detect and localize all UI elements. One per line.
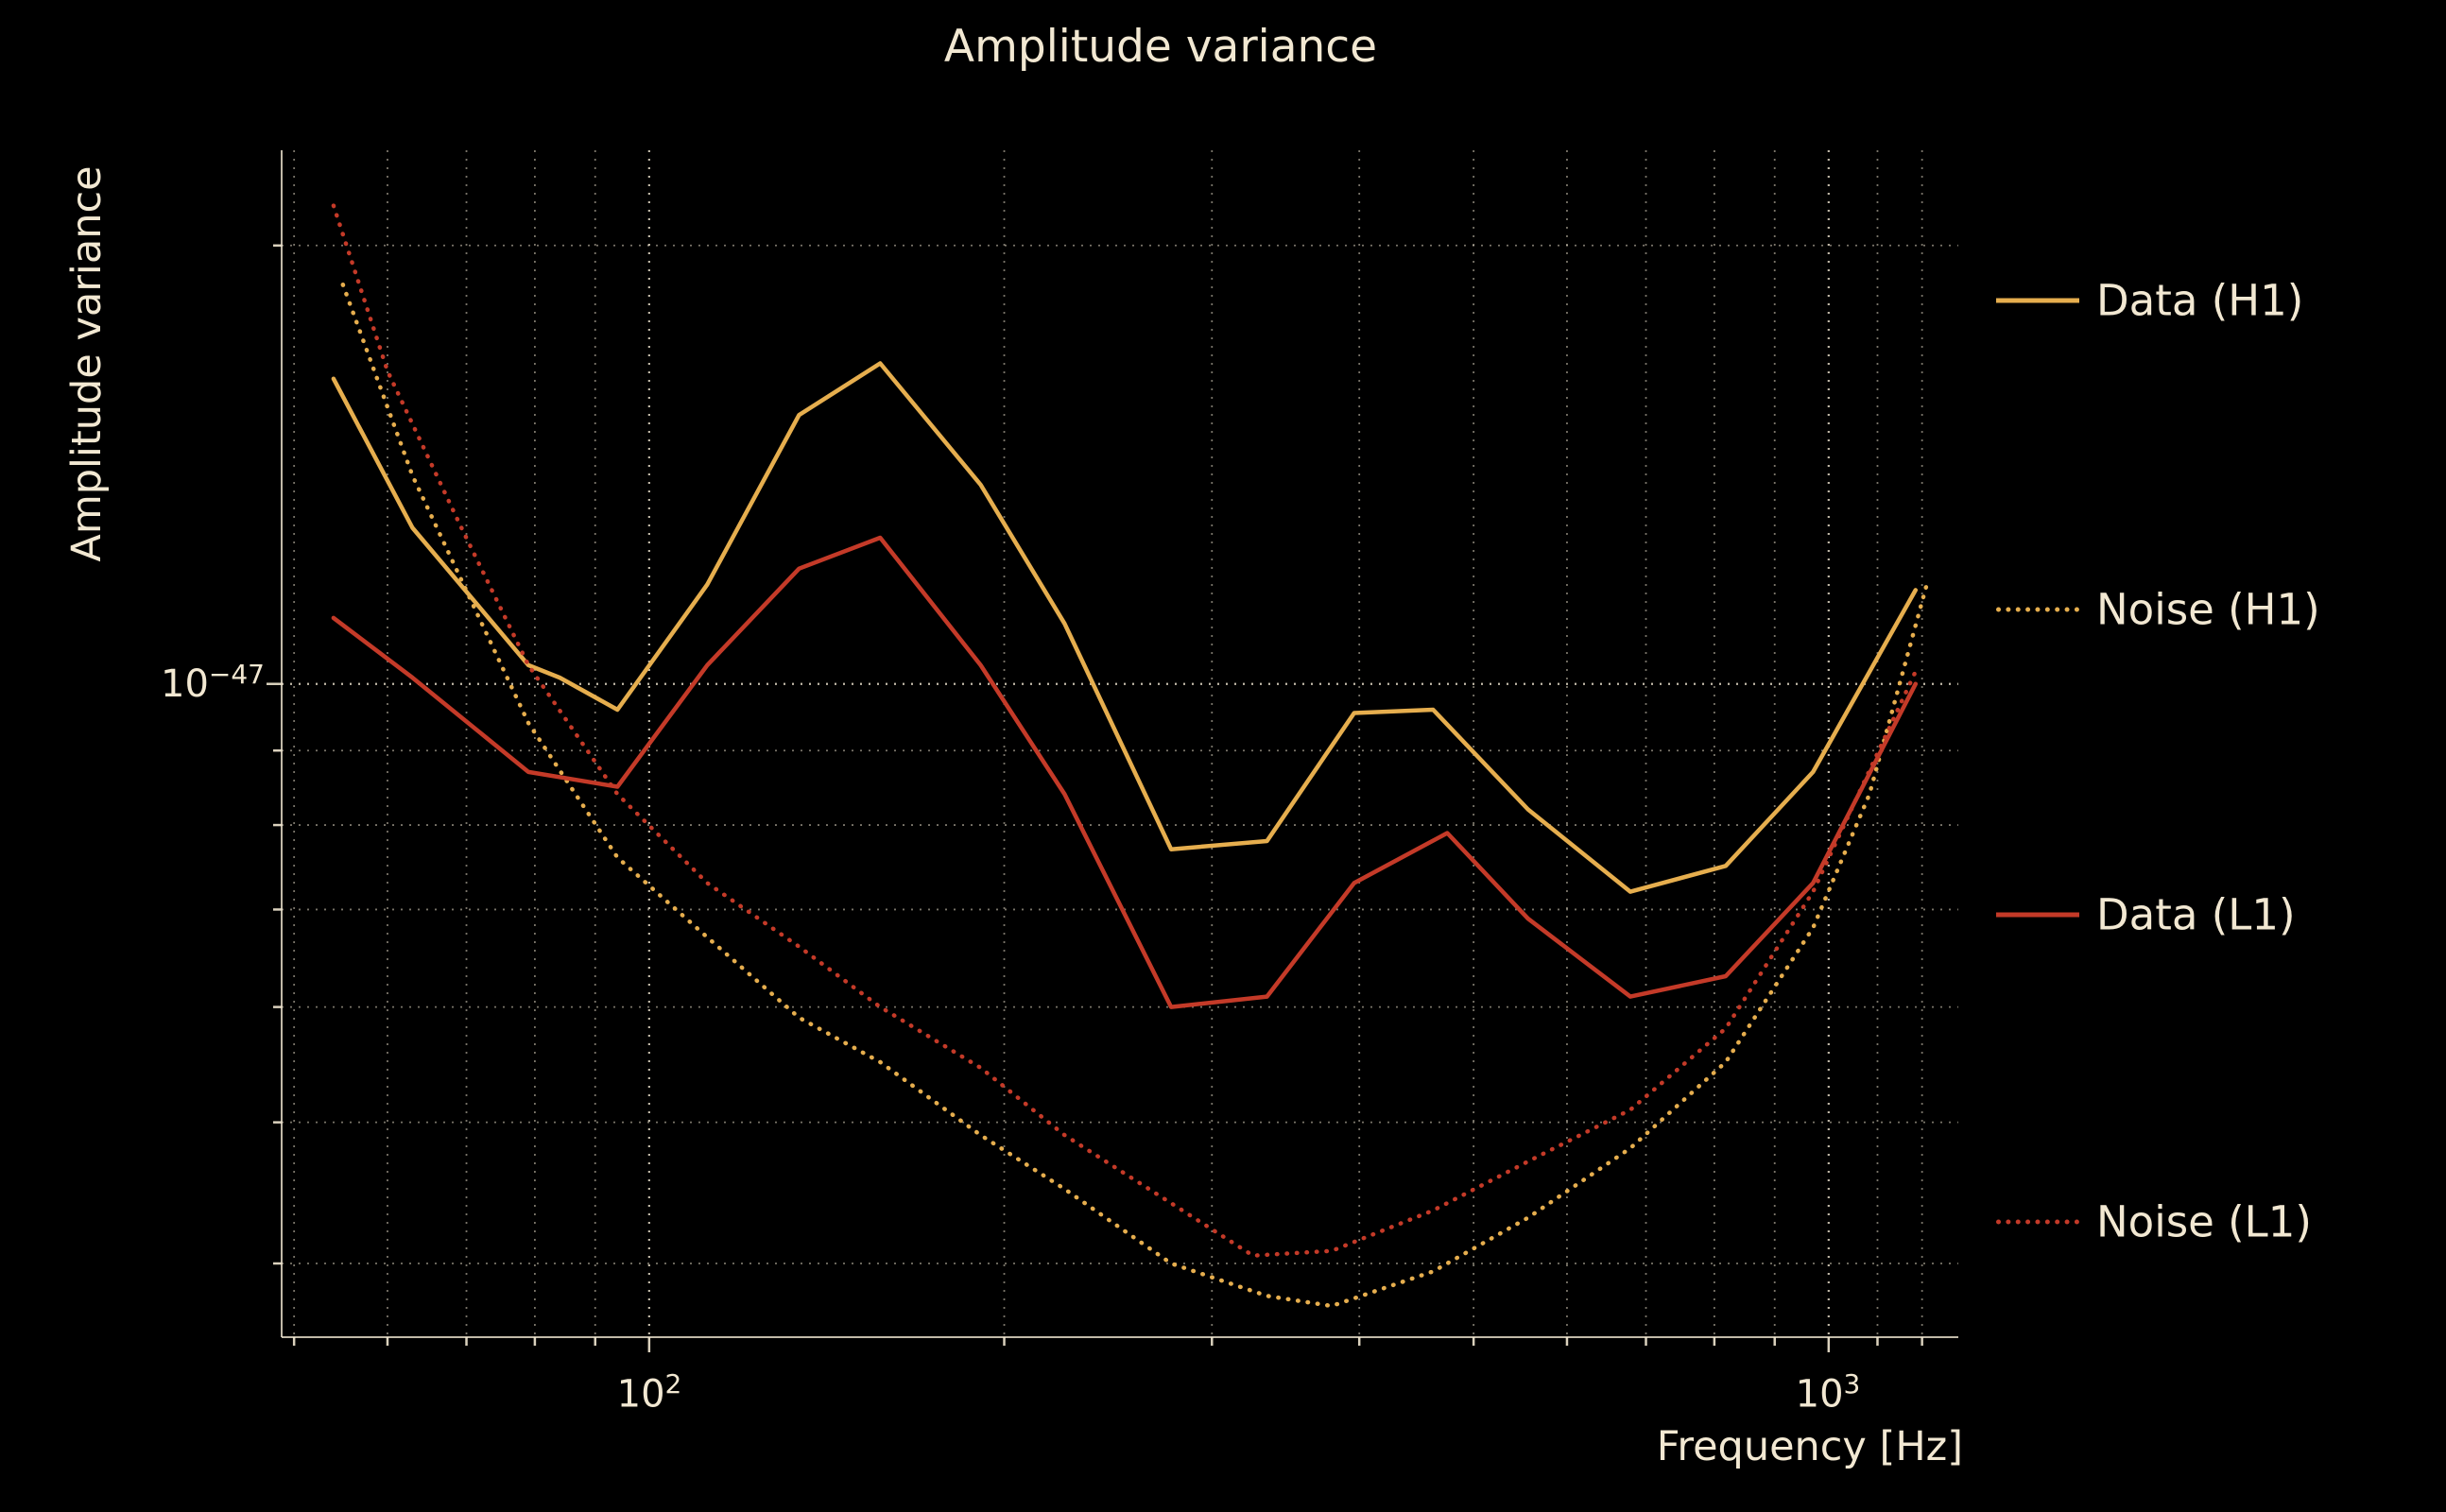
x-tick-1000-exp: 3 <box>1843 1368 1861 1400</box>
legend-entry-data-l1: Data (L1) <box>1996 890 2296 940</box>
x-tick-100-base: 10 <box>616 1372 665 1417</box>
x-tick-label-100: 102 <box>617 1368 682 1416</box>
x-tick-label-1000: 103 <box>1796 1368 1861 1416</box>
x-tick-100-exp: 2 <box>664 1368 682 1400</box>
y-axis-label: Amplitude variance <box>63 165 111 562</box>
legend-label-data-l1: Data (L1) <box>2096 889 2296 940</box>
legend-line-sample-data-h1 <box>1996 298 2079 303</box>
legend-line-sample-noise-l1 <box>1996 1219 2079 1225</box>
x-axis-label: Frequency [Hz] <box>1656 1423 1963 1470</box>
legend-line-sample-noise-h1 <box>1996 607 2079 612</box>
y-tick-label-1e-47: 10−47 <box>161 659 265 706</box>
legend-entry-noise-l1: Noise (L1) <box>1996 1197 2312 1247</box>
series-line-data-h1- <box>331 361 1919 894</box>
series-line-data-l1- <box>331 535 1919 1009</box>
legend-label-noise-l1: Noise (L1) <box>2096 1196 2312 1247</box>
legend-line-sample-data-l1 <box>1996 912 2079 918</box>
legend-label-noise-h1: Noise (H1) <box>2096 584 2320 635</box>
x-tick-1000-base: 10 <box>1795 1372 1844 1417</box>
chart-title: Amplitude variance <box>943 21 1378 73</box>
legend-label-data-h1: Data (H1) <box>2096 275 2304 326</box>
legend-entry-noise-h1: Noise (H1) <box>1996 585 2320 635</box>
y-tick-base: 10 <box>161 662 209 707</box>
legend-entry-data-h1: Data (H1) <box>1996 276 2303 326</box>
y-tick-exp: −47 <box>208 658 265 690</box>
series-line-noise-h1- <box>340 282 1929 1309</box>
series-line-noise-l1- <box>331 203 1919 1258</box>
